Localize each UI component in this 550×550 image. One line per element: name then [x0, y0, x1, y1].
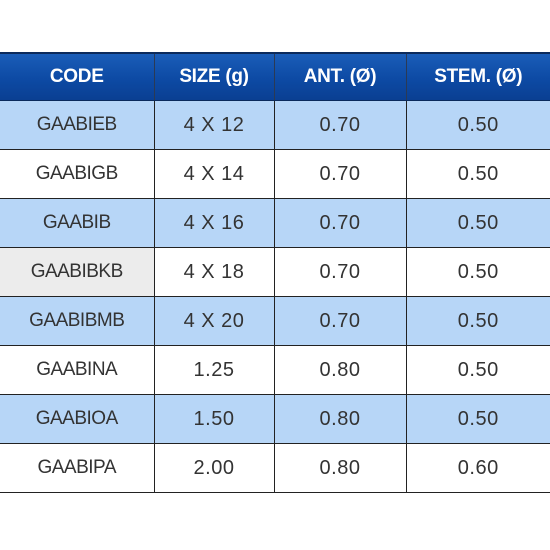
header-code: CODE — [0, 52, 155, 101]
cell-ant: 0.70 — [273, 100, 407, 150]
cell-code: GAABIPA — [0, 443, 155, 493]
cell-stem: 0.50 — [405, 149, 550, 199]
header-stem: STEM. (Ø) — [405, 52, 550, 101]
header-row: CODE SIZE (g) ANT. (Ø) STEM. (Ø) — [0, 52, 550, 101]
cell-stem: 0.50 — [405, 345, 550, 395]
cell-ant: 0.70 — [273, 198, 407, 248]
cell-size: 4 X 14 — [153, 149, 275, 199]
table-row: GAABIEB 4 X 12 0.70 0.50 — [0, 100, 550, 150]
spec-table-container: CODE SIZE (g) ANT. (Ø) STEM. (Ø) GAABIEB… — [0, 52, 550, 493]
cell-ant: 0.70 — [273, 247, 407, 297]
table-header: CODE SIZE (g) ANT. (Ø) STEM. (Ø) — [0, 52, 550, 101]
table-row: GAABIB 4 X 16 0.70 0.50 — [0, 198, 550, 248]
table-row: GAABIBMB 4 X 20 0.70 0.50 — [0, 296, 550, 346]
cell-code: GAABIEB — [0, 100, 155, 150]
cell-size: 4 X 18 — [153, 247, 275, 297]
cell-stem: 0.50 — [405, 394, 550, 444]
table-row: GAABINA 1.25 0.80 0.50 — [0, 345, 550, 395]
cell-ant: 0.70 — [273, 296, 407, 346]
cell-size: 1.25 — [153, 345, 275, 395]
cell-size: 4 X 12 — [153, 100, 275, 150]
cell-stem: 0.50 — [405, 198, 550, 248]
table-row: GAABIBKB 4 X 18 0.70 0.50 — [0, 247, 550, 297]
cell-ant: 0.80 — [273, 443, 407, 493]
cell-code: GAABIB — [0, 198, 155, 248]
cell-size: 4 X 16 — [153, 198, 275, 248]
cell-code: GAABIBKB — [0, 247, 155, 297]
cell-code: GAABINA — [0, 345, 155, 395]
table-row: GAABIGB 4 X 14 0.70 0.50 — [0, 149, 550, 199]
header-size: SIZE (g) — [153, 52, 275, 101]
cell-ant: 0.70 — [273, 149, 407, 199]
header-ant: ANT. (Ø) — [273, 52, 407, 101]
cell-stem: 0.50 — [405, 247, 550, 297]
cell-ant: 0.80 — [273, 345, 407, 395]
cell-code: GAABIGB — [0, 149, 155, 199]
spec-table: CODE SIZE (g) ANT. (Ø) STEM. (Ø) GAABIEB… — [0, 52, 550, 493]
table-row: GAABIOA 1.50 0.80 0.50 — [0, 394, 550, 444]
cell-stem: 0.60 — [405, 443, 550, 493]
cell-code: GAABIOA — [0, 394, 155, 444]
cell-stem: 0.50 — [405, 100, 550, 150]
cell-size: 2.00 — [153, 443, 275, 493]
cell-size: 4 X 20 — [153, 296, 275, 346]
cell-size: 1.50 — [153, 394, 275, 444]
table-body: GAABIEB 4 X 12 0.70 0.50 GAABIGB 4 X 14 0.70 0.… — [0, 100, 550, 493]
cell-stem: 0.50 — [405, 296, 550, 346]
table-row: GAABIPA 2.00 0.80 0.60 — [0, 443, 550, 493]
cell-code: GAABIBMB — [0, 296, 155, 346]
cell-ant: 0.80 — [273, 394, 407, 444]
